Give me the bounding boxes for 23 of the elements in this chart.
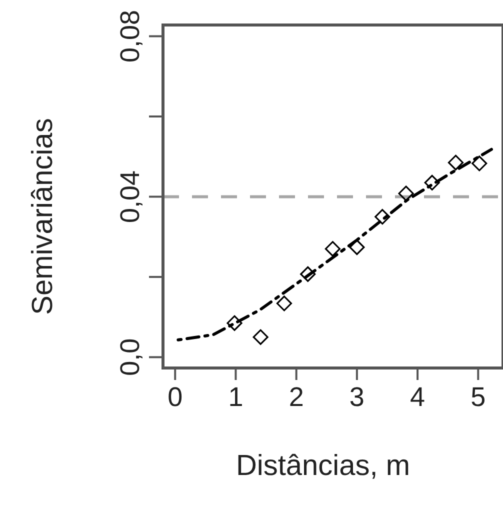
point [374, 208, 390, 225]
x-tick-label: 4 [410, 382, 426, 412]
point [472, 156, 488, 172]
y-tick-label: 0,08 [115, 10, 145, 63]
point [226, 315, 242, 331]
x-tick-label: 3 [349, 382, 364, 412]
x-tick-label: 0 [168, 382, 183, 412]
x-tick-label: 5 [470, 382, 486, 412]
point [349, 239, 365, 256]
line-series [176, 148, 493, 342]
point [300, 266, 316, 282]
x-axis-title: Distâncias, m [236, 450, 410, 482]
point [276, 296, 292, 312]
point [448, 154, 464, 170]
x-tick-label: 1 [228, 382, 244, 412]
x-tick-label: 2 [288, 382, 304, 412]
y-tick-label: 0,04 [115, 170, 145, 223]
y-tick-label: 0,0 [115, 338, 145, 376]
point [398, 186, 414, 202]
point [324, 241, 340, 257]
point [252, 329, 268, 345]
point [424, 174, 440, 190]
y-axis-title: Semivariâncias [27, 118, 59, 315]
